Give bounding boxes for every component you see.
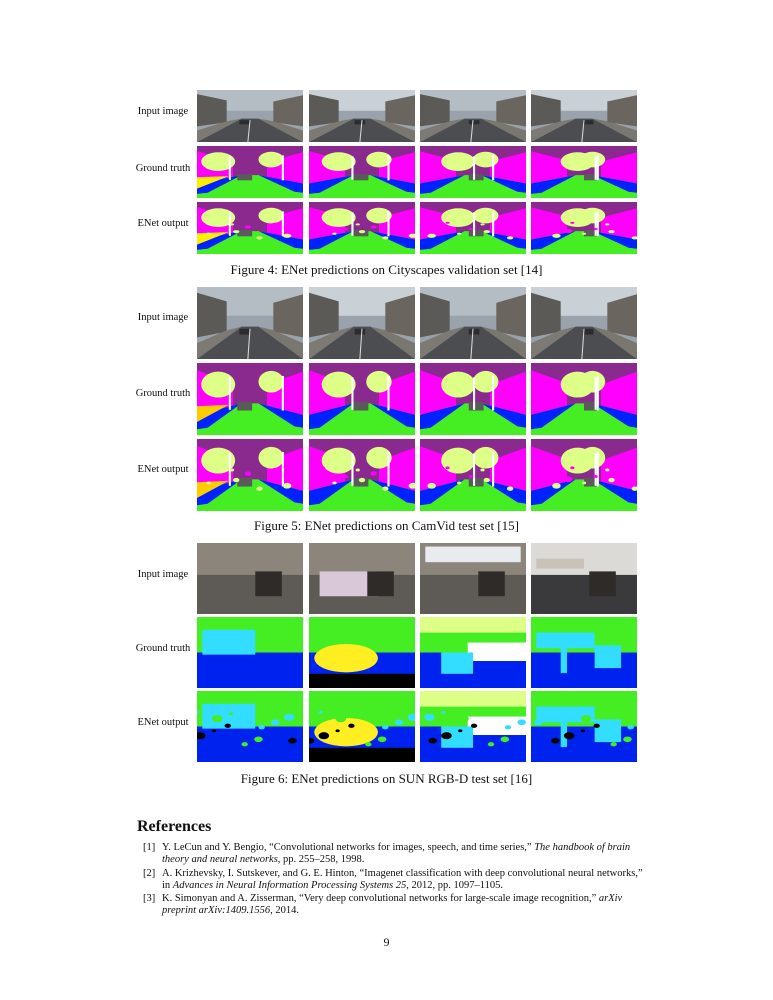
row-label-ground-truth: Ground truth [135, 643, 191, 654]
references-heading: References [137, 818, 212, 835]
enet-output-map [420, 202, 526, 254]
input-image [420, 543, 526, 614]
enet-output-map [197, 202, 303, 254]
row-label-input: Input image [137, 569, 189, 580]
figure-caption: Figure 5: ENet predictions on CamVid tes… [254, 518, 519, 533]
enet-output-map [309, 691, 415, 762]
ground-truth-map [420, 146, 526, 198]
input-image [531, 90, 637, 142]
input-image [531, 287, 637, 359]
row-label-enet-output: ENet output [137, 218, 189, 229]
reference-source: arXiv preprint arXiv:1409.1556 [162, 893, 623, 916]
ground-truth-map [309, 363, 415, 435]
reference-text: Y. LeCun and Y. Bengio, “Convolutional n… [162, 842, 535, 853]
input-image [309, 287, 415, 359]
figure-caption: Figure 6: ENet predictions on SUN RGB-D … [240, 771, 533, 786]
enet-output-map [420, 691, 526, 762]
reference-item: [3] K. Simonyan and A. Zisserman, “Very … [143, 893, 643, 917]
ground-truth-map [420, 617, 526, 688]
enet-output-map [531, 439, 637, 511]
reference-text: A. Krizhevsky, I. Sutskever, and G. E. H… [162, 868, 643, 891]
ground-truth-map [197, 146, 303, 198]
ground-truth-map [309, 617, 415, 688]
reference-source: Advances in Neural Information Processin… [172, 880, 407, 891]
ground-truth-map [531, 146, 637, 198]
reference-text-end: , 2014. [270, 905, 299, 916]
ground-truth-map [197, 617, 303, 688]
ground-truth-map [531, 363, 637, 435]
row-label-ground-truth: Ground truth [135, 163, 191, 174]
reference-number: [3] [143, 893, 156, 904]
reference-text-end: , 2012, pp. 1097–1105. [406, 880, 504, 891]
input-image [197, 543, 303, 614]
input-image [197, 287, 303, 359]
input-image [309, 90, 415, 142]
row-label-ground-truth: Ground truth [135, 388, 191, 399]
reference-number: [2] [143, 868, 156, 879]
reference-source: The handbook of brain theory and neural … [162, 842, 631, 865]
page-number: 9 [383, 935, 390, 949]
row-label-input: Input image [137, 312, 189, 323]
reference-item: [2] A. Krizhevsky, I. Sutskever, and G. … [143, 868, 643, 892]
ground-truth-map [197, 363, 303, 435]
reference-text: K. Simonyan and A. Zisserman, “Very deep… [162, 893, 599, 904]
enet-output-map [420, 439, 526, 511]
input-image [420, 90, 526, 142]
reference-item: [1] Y. LeCun and Y. Bengio, “Convolution… [143, 842, 643, 866]
enet-output-map [309, 439, 415, 511]
row-label-input: Input image [137, 106, 189, 117]
reference-number: [1] [143, 842, 156, 853]
ground-truth-map [309, 146, 415, 198]
ground-truth-map [531, 617, 637, 688]
input-image [531, 543, 637, 614]
enet-output-map [531, 202, 637, 254]
ground-truth-map [420, 363, 526, 435]
reference-text-end: , pp. 255–258, 1998. [277, 854, 365, 865]
input-image [420, 287, 526, 359]
input-image [309, 543, 415, 614]
row-label-enet-output: ENet output [137, 717, 189, 728]
input-image [197, 90, 303, 142]
enet-output-map [309, 202, 415, 254]
figure-caption: Figure 4: ENet predictions on Cityscapes… [230, 262, 543, 277]
enet-output-map [531, 691, 637, 762]
enet-output-map [197, 691, 303, 762]
enet-output-map [197, 439, 303, 511]
row-label-enet-output: ENet output [137, 464, 189, 475]
